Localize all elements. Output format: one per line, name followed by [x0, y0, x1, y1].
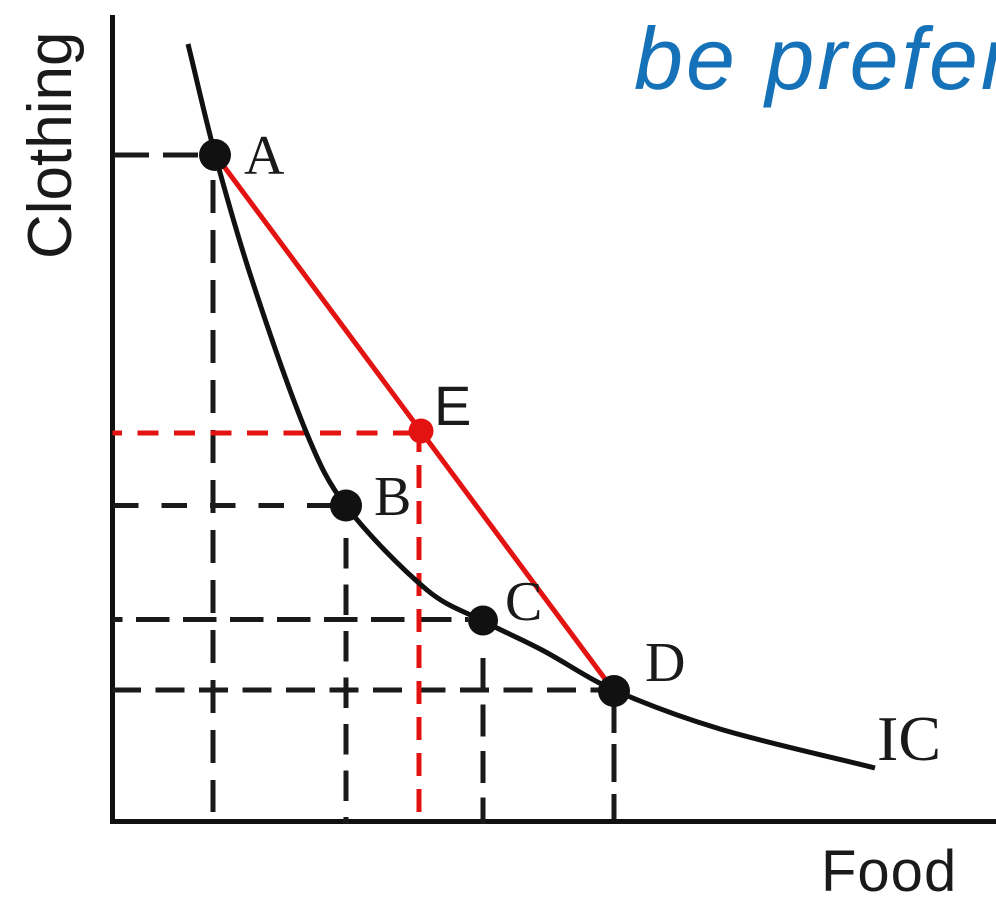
svg-text:Food: Food [821, 839, 957, 899]
svg-text:be preferred: be preferred [634, 9, 996, 108]
svg-text:C: C [505, 571, 542, 633]
svg-text:Clothing: Clothing [16, 32, 85, 259]
svg-text:E: E [434, 374, 471, 437]
svg-text:B: B [374, 466, 411, 528]
svg-text:A: A [244, 125, 285, 187]
svg-text:IC: IC [877, 703, 941, 774]
svg-text:D: D [645, 632, 685, 694]
